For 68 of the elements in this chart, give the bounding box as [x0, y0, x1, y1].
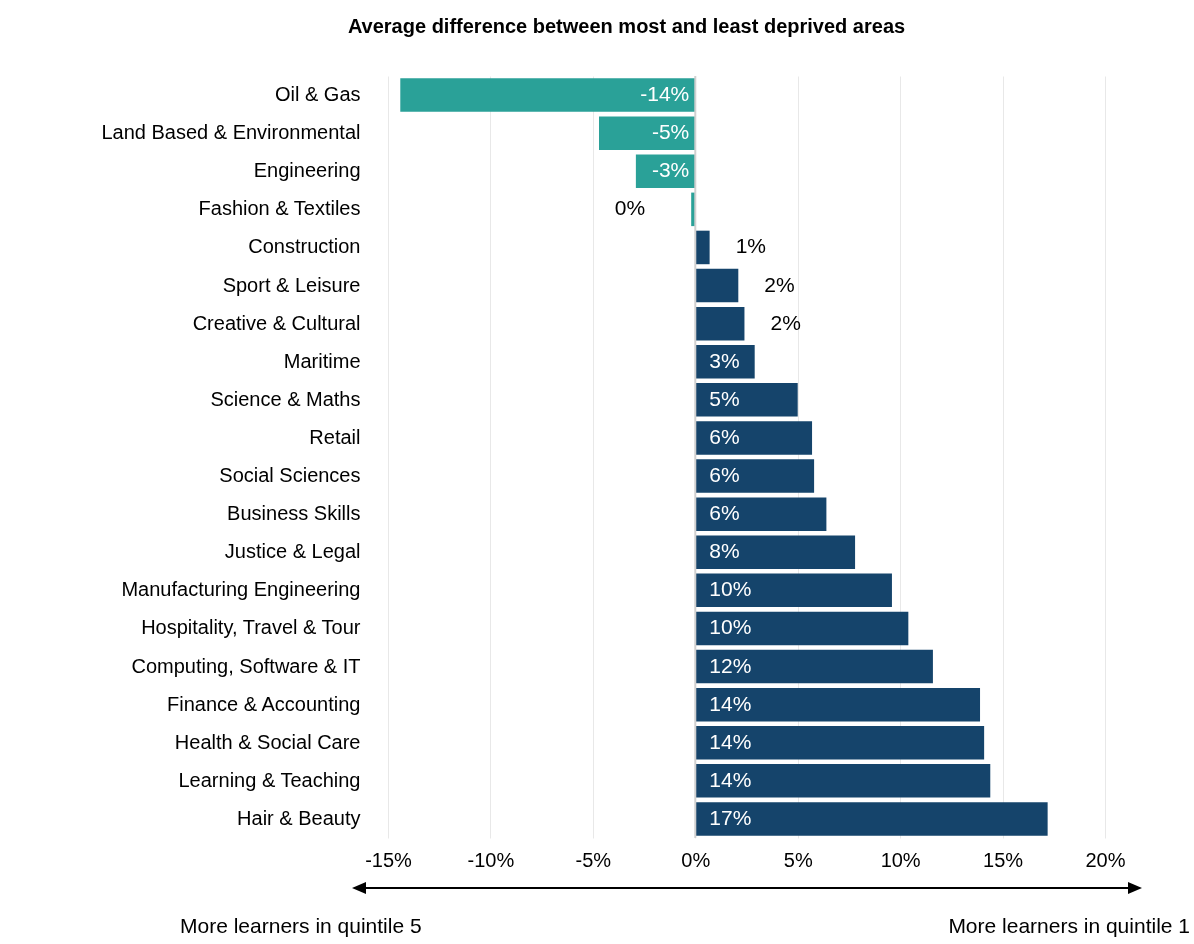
y-tick-label: Finance & Accounting	[167, 692, 361, 715]
x-tick-label: -10%	[467, 848, 515, 871]
data-label: 0%	[614, 196, 646, 220]
bar	[695, 649, 933, 684]
x-tick-label: 0%	[681, 848, 711, 871]
y-tick-label: Maritime	[283, 349, 361, 372]
data-label: 17%	[709, 805, 752, 829]
data-label: -3%	[651, 158, 690, 182]
bar	[695, 459, 815, 493]
bar	[599, 116, 696, 150]
data-label: 3%	[709, 348, 740, 372]
data-label: 14%	[709, 767, 752, 791]
y-tick-label: Retail	[309, 425, 361, 448]
y-tick-label: Creative & Cultural	[192, 311, 361, 334]
y-tick-label: Learning & Teaching	[178, 768, 361, 791]
data-label: 2%	[770, 310, 801, 334]
y-tick-label: Health & Social Care	[174, 730, 361, 753]
bar	[695, 611, 909, 646]
y-tick-label: Hair & Beauty	[237, 806, 361, 829]
bar	[695, 764, 991, 798]
y-tick-label: Science & Maths	[210, 387, 361, 410]
bar	[695, 573, 892, 608]
y-tick-label: Social Sciences	[219, 464, 361, 487]
bar	[695, 802, 1048, 836]
bar	[695, 535, 856, 570]
data-label: 14%	[709, 729, 752, 753]
data-label: -5%	[651, 120, 690, 144]
x-tick-label: 20%	[1085, 848, 1126, 871]
data-label: 8%	[709, 539, 740, 563]
y-tick-label: Engineering	[253, 159, 361, 182]
data-label: 14%	[709, 691, 752, 715]
x-tick-label: -5%	[575, 848, 612, 871]
bar	[695, 687, 981, 722]
text: More learners in quintile 1	[948, 914, 1190, 938]
bar	[695, 497, 827, 531]
bar	[695, 383, 798, 417]
data-label: 10%	[709, 615, 752, 639]
bar	[695, 725, 985, 760]
y-tick-label: Construction	[248, 235, 361, 258]
bar	[400, 78, 696, 112]
bar	[695, 421, 813, 455]
x-tick-label: 5%	[783, 848, 813, 871]
y-tick-label: Fashion & Textiles	[198, 197, 361, 220]
y-tick-label: Oil & Gas	[274, 83, 361, 106]
x-tick-label: -15%	[365, 848, 413, 871]
data-label: 10%	[709, 577, 752, 601]
x-tick-label: 10%	[880, 848, 921, 871]
x-tick-label: 15%	[983, 848, 1024, 871]
data-label: 6%	[709, 424, 740, 448]
data-label: 6%	[709, 463, 740, 487]
y-tick-label: Manufacturing Engineering	[121, 578, 361, 601]
bar	[695, 230, 710, 265]
data-label: 2%	[764, 272, 795, 296]
data-label: 12%	[709, 653, 752, 677]
chart-title: Average difference between most and least deprived areas	[347, 15, 906, 37]
y-tick-label: Justice & Legal	[224, 540, 361, 563]
y-tick-label: Hospitality, Travel & Tour	[141, 616, 361, 639]
data-label: 1%	[735, 234, 766, 258]
data-label: 5%	[709, 386, 740, 410]
data-label: 6%	[709, 501, 740, 525]
text: More learners in quintile 5	[180, 914, 422, 938]
y-tick-label: Sport & Leisure	[222, 273, 361, 296]
bar	[695, 268, 739, 303]
y-tick-label: Business Skills	[227, 502, 361, 525]
data-label: -14%	[640, 82, 690, 106]
y-tick-label: Land Based & Environmental	[101, 121, 361, 144]
y-tick-label: Computing, Software & IT	[131, 654, 361, 677]
bar	[695, 306, 745, 341]
